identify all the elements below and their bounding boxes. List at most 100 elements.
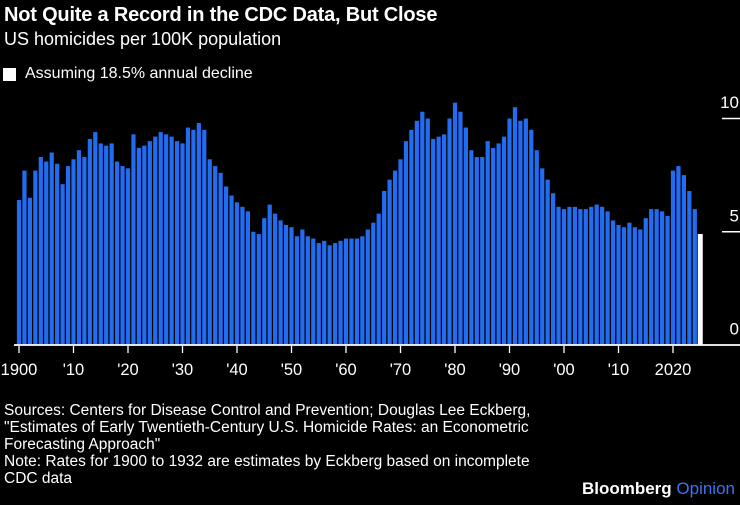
bar-1902 <box>27 197 32 345</box>
source-notes: Sources: Centers for Disease Control and… <box>4 402 531 487</box>
bar-1951 <box>294 236 300 345</box>
bar-1941 <box>240 206 245 345</box>
bar-2023 <box>687 190 692 345</box>
bar-1920 <box>125 168 131 345</box>
bar-1907 <box>55 163 60 345</box>
bar-1995 <box>534 150 539 345</box>
bar-1928 <box>169 136 174 345</box>
bar-1913 <box>87 138 92 345</box>
x-tick-label-1910: '10 <box>63 361 85 379</box>
bar-1953 <box>305 236 310 345</box>
bar-1933 <box>196 123 201 345</box>
bar-2014 <box>638 229 643 345</box>
bar-1930 <box>180 143 185 345</box>
bar-2007 <box>600 206 605 345</box>
x-tick-label-1990: '90 <box>499 361 521 379</box>
bar-1959 <box>338 240 343 345</box>
bar-1936 <box>213 166 218 345</box>
bar-1909 <box>65 166 71 345</box>
bar-1969 <box>392 170 398 345</box>
bar-1986 <box>485 141 490 345</box>
logo-bloomberg-text: Bloomberg <box>581 479 672 498</box>
bar-2005 <box>589 206 594 345</box>
chart-legend: Assuming 18.5% annual decline <box>3 65 253 83</box>
bar-1908 <box>60 184 65 345</box>
bar-2017 <box>654 209 659 345</box>
bar-2016 <box>649 209 654 345</box>
bar-1998 <box>551 193 556 345</box>
bar-1976 <box>431 138 436 345</box>
bar-1939 <box>229 195 234 345</box>
bar-1917 <box>109 143 114 345</box>
bar-1961 <box>349 238 354 345</box>
bar-1938 <box>224 186 229 345</box>
projected-bar-2025 <box>697 234 703 345</box>
y-tick-label-10: 10 <box>720 93 739 112</box>
bar-2013 <box>632 227 637 345</box>
bar-1945 <box>262 218 267 345</box>
bar-1918 <box>115 161 120 345</box>
bar-1944 <box>256 234 261 345</box>
bar-1915 <box>98 143 103 345</box>
bar-2008 <box>605 211 610 345</box>
bar-1975 <box>425 118 430 345</box>
bar-2020 <box>670 170 676 345</box>
bloomberg-opinion-logo: Bloomberg Opinion <box>582 479 735 499</box>
bar-1966 <box>376 213 381 345</box>
bar-1911 <box>76 150 82 345</box>
bar-1994 <box>529 129 534 345</box>
bar-1905 <box>44 161 49 345</box>
bar-1956 <box>322 240 327 345</box>
bar-1968 <box>387 179 392 345</box>
bar-1934 <box>202 129 207 345</box>
bar-1940 <box>234 202 240 345</box>
bar-2011 <box>621 227 627 345</box>
legend-label: Assuming 18.5% annual decline <box>25 65 253 82</box>
bar-1992 <box>518 120 523 346</box>
bar-1932 <box>191 129 196 345</box>
chart-subtitle: US homicides per 100K population <box>4 29 282 49</box>
bar-1910 <box>71 159 76 345</box>
x-tick-label-1900: 1900 <box>1 361 38 379</box>
bar-1960 <box>343 238 349 345</box>
x-tick-label-1940: '40 <box>226 361 248 379</box>
bar-1988 <box>496 143 501 345</box>
bar-2000 <box>561 209 567 345</box>
bar-1943 <box>251 231 256 345</box>
bar-1991 <box>512 107 518 346</box>
bar-1906 <box>49 152 54 345</box>
bar-1974 <box>420 111 425 346</box>
bar-2015 <box>643 218 648 345</box>
bar-1972 <box>409 129 414 345</box>
x-tick-label-1980: '80 <box>444 361 466 379</box>
bar-1985 <box>480 157 485 345</box>
bar-2004 <box>583 209 588 345</box>
page-title: Not Quite a Record in the CDC Data, But … <box>4 4 438 26</box>
bar-1916 <box>104 145 109 345</box>
bar-2022 <box>681 175 686 346</box>
x-tick-label-1970: '70 <box>390 361 412 379</box>
bar-1978 <box>442 134 447 345</box>
x-tick-label-1930: '30 <box>172 361 194 379</box>
bar-1935 <box>207 159 212 345</box>
bar-2019 <box>665 215 670 345</box>
legend-swatch-icon <box>3 67 16 81</box>
bar-1984 <box>474 157 479 345</box>
bar-1977 <box>436 136 441 345</box>
bar-2006 <box>594 204 599 345</box>
bar-1925 <box>153 136 158 345</box>
bar-1914 <box>93 132 98 345</box>
bar-2002 <box>572 206 577 345</box>
x-tick-label-1920: '20 <box>117 361 139 379</box>
bar-2024 <box>692 209 697 345</box>
bar-1962 <box>354 238 359 345</box>
bar-1990 <box>507 118 512 345</box>
x-tick-label-2000: '00 <box>553 361 575 379</box>
bar-1912 <box>82 157 87 345</box>
bar-1965 <box>371 222 376 345</box>
bar-1929 <box>174 141 180 345</box>
bar-1993 <box>523 118 528 345</box>
bar-1967 <box>382 190 387 345</box>
